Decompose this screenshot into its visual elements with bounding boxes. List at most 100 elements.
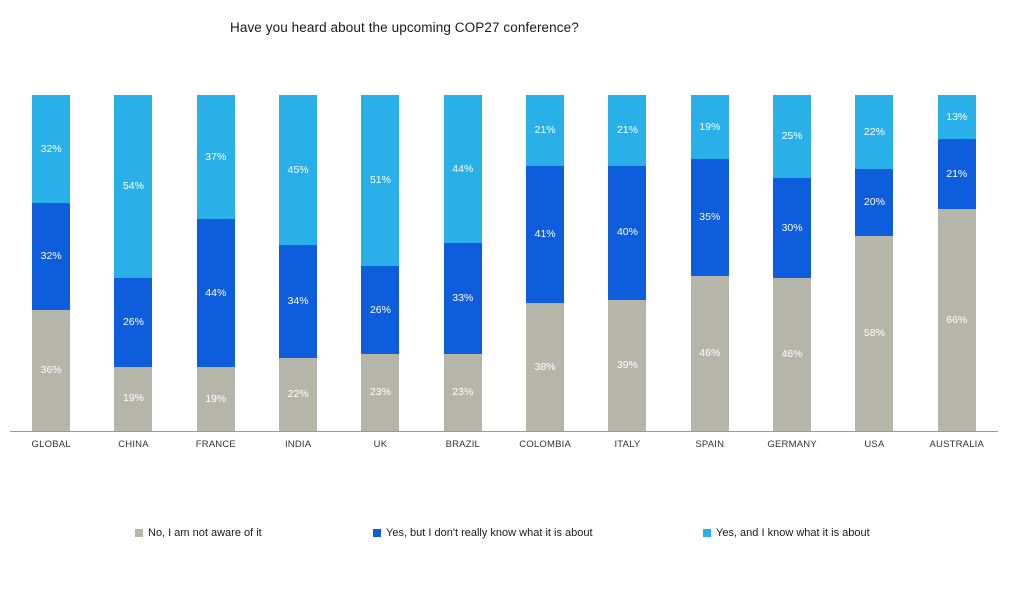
legend-swatch-blue (373, 529, 381, 537)
bar-segment: 33% (443, 242, 482, 354)
segment-value-label: 35% (699, 211, 721, 224)
category-label: GERMANY (767, 439, 817, 450)
segment-value-label: 36% (40, 364, 62, 377)
segment-value-label: 34% (287, 294, 309, 307)
segment-value-label: 22% (287, 388, 309, 401)
bar-segment: 34% (279, 244, 318, 358)
stacked-bar: 22% 20% 58% (855, 95, 894, 431)
chart-legend: No, I am not aware of it Yes, but I don'… (0, 527, 1018, 545)
segment-value-label: 66% (946, 313, 968, 326)
segment-value-label: 20% (863, 196, 885, 209)
bar-segment: 40% (608, 165, 647, 300)
bar-column-brazil: 44% 33% 23% (422, 95, 504, 431)
category-label: COLOMBIA (519, 439, 571, 450)
bar-segment: 25% (773, 95, 812, 179)
bar-segment: 22% (855, 95, 894, 169)
chart-plot-area: 32% 32% 36% 54% 26% 19% 37% 44% 19% 45% 34% 22% 51% 2… (10, 95, 998, 432)
segment-value-label: 26% (369, 303, 391, 316)
bar-column-usa: 22% 20% 58% (833, 95, 915, 431)
segment-value-label: 38% (534, 360, 556, 373)
segment-value-label: 54% (122, 180, 144, 193)
stacked-bar: 19% 35% 46% (690, 95, 729, 431)
segment-value-label: 33% (452, 292, 474, 305)
segment-value-label: 21% (616, 124, 638, 137)
segment-value-label: 37% (205, 150, 227, 163)
bar-segment: 41% (526, 165, 565, 304)
bar-segment: 45% (279, 95, 318, 245)
category-label: FRANCE (195, 439, 236, 450)
bar-segment: 39% (608, 299, 647, 431)
bar-segment: 19% (690, 95, 729, 159)
bar-segment: 58% (855, 236, 894, 431)
bar-segment: 26% (114, 278, 153, 367)
segment-value-label: 39% (616, 359, 638, 372)
segment-value-label: 58% (863, 327, 885, 340)
category-label: UK (373, 439, 388, 450)
stacked-bar: 21% 40% 39% (608, 95, 647, 431)
bar-segment: 51% (361, 95, 400, 267)
bar-column-france: 37% 44% 19% (175, 95, 257, 431)
legend-item-no-aware: No, I am not aware of it (135, 527, 262, 539)
bar-segment: 36% (32, 310, 71, 431)
bar-segment: 30% (773, 178, 812, 278)
bar-segment: 66% (937, 209, 976, 431)
segment-value-label: 44% (452, 162, 474, 175)
bar-segment: 23% (361, 353, 400, 431)
bar-column-italy: 21% 40% 39% (586, 95, 668, 431)
stacked-bar: 21% 41% 38% (526, 95, 565, 431)
bar-segment: 23% (443, 353, 482, 431)
bar-segment: 22% (279, 357, 318, 431)
bar-segment: 13% (937, 95, 976, 139)
stacked-bar: 32% 32% 36% (32, 95, 71, 431)
bar-segment: 32% (32, 202, 71, 311)
x-axis-labels: GLOBAL CHINA FRANCE INDIA UK BRAZIL COLOMBIA IT… (10, 439, 998, 450)
legend-label: Yes, and I know what it is about (716, 527, 870, 539)
segment-value-label: 13% (946, 110, 968, 123)
category-label: CHINA (118, 439, 149, 450)
segment-value-label: 22% (863, 125, 885, 138)
segment-value-label: 23% (369, 386, 391, 399)
legend-label: No, I am not aware of it (148, 527, 262, 539)
segment-value-label: 26% (122, 316, 144, 329)
bar-segment: 35% (690, 158, 729, 277)
segment-value-label: 44% (205, 286, 227, 299)
category-label: AUSTRALIA (929, 439, 985, 450)
bar-segment: 20% (855, 168, 894, 237)
segment-value-label: 30% (781, 221, 803, 234)
stacked-bar: 13% 21% 66% (937, 95, 976, 431)
legend-label: Yes, but I don't really know what it is … (386, 527, 593, 539)
segment-value-label: 25% (781, 130, 803, 143)
segment-value-label: 19% (699, 120, 721, 133)
segment-value-label: 40% (616, 226, 638, 239)
segment-value-label: 41% (534, 228, 556, 241)
bar-segment: 44% (443, 95, 482, 243)
segment-value-label: 46% (699, 347, 721, 360)
category-label: INDIA (284, 439, 312, 450)
category-label: ITALY (614, 439, 641, 450)
bar-segment: 37% (196, 95, 235, 220)
bar-segment: 19% (114, 366, 153, 431)
stacked-bar: 51% 26% 23% (361, 95, 400, 431)
bar-segment: 21% (608, 95, 647, 166)
segment-value-label: 19% (122, 392, 144, 405)
stacked-bar: 37% 44% 19% (196, 95, 235, 431)
segment-value-label: 32% (40, 142, 62, 155)
bar-column-colombia: 21% 41% 38% (504, 95, 586, 431)
stacked-bar: 44% 33% 23% (443, 95, 482, 431)
category-label: GLOBAL (31, 439, 71, 450)
category-label: BRAZIL (445, 439, 481, 450)
bar-segment: 32% (32, 95, 71, 203)
legend-item-yes-know: Yes, and I know what it is about (703, 527, 870, 539)
legend-item-yes-dont-know: Yes, but I don't really know what it is … (373, 527, 593, 539)
category-label: USA (864, 439, 885, 450)
bar-segment: 44% (196, 219, 235, 368)
bar-column-china: 54% 26% 19% (92, 95, 174, 431)
bar-segment: 54% (114, 95, 153, 279)
bar-column-india: 45% 34% 22% (257, 95, 339, 431)
bar-segment: 26% (361, 266, 400, 354)
legend-swatch-gray (135, 529, 143, 537)
stacked-bar-chart: 32% 32% 36% 54% 26% 19% 37% 44% 19% 45% 34% 22% 51% 2… (10, 95, 998, 450)
bar-column-global: 32% 32% 36% (10, 95, 92, 431)
bar-column-germany: 25% 30% 46% (751, 95, 833, 431)
